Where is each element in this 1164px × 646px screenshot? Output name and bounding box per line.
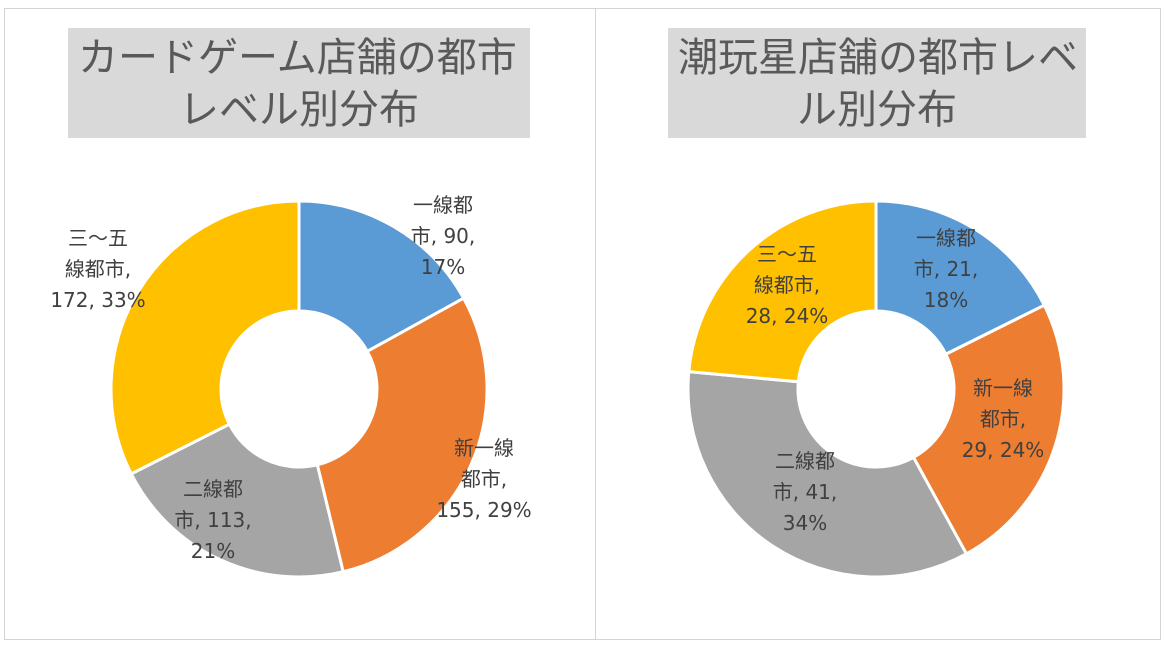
chart-title-card-game: カードゲーム店舗の都市 レベル別分布 [68, 28, 530, 138]
data-label-1-2: 二線都市, 41, 34% [773, 449, 838, 535]
data-label-line: 21% [191, 539, 235, 563]
donut-slice-0-3 [109, 199, 301, 476]
chart-title-line-2: レベル別分布 [179, 87, 419, 133]
data-label-line: 一線都 [413, 193, 473, 217]
data-label-line: 一線都 [916, 226, 976, 250]
data-label-line: 29, 24% [962, 438, 1045, 462]
donut-slice-1-2 [686, 370, 969, 579]
data-label-line: 28, 24% [746, 304, 829, 328]
data-label-line: 都市, [980, 407, 1026, 431]
data-label-line: 18% [924, 288, 968, 312]
data-label-0-3: 三～五線都市, 172, 33% [50, 226, 145, 312]
data-label-line: 34% [783, 511, 827, 535]
data-label-line: 新一線 [973, 376, 1033, 400]
data-label-0-0: 一線都市, 90, 17% [411, 193, 476, 279]
data-label-line: 市, 113, [174, 508, 251, 532]
donut-slice-0-1 [315, 296, 489, 574]
donut-slice-0-0 [297, 199, 466, 354]
donut-slice-1-3 [687, 199, 878, 384]
data-label-0-2: 二線都市, 113, 21% [174, 477, 251, 563]
donut-slice-0-2 [129, 422, 345, 579]
data-label-line: 172, 33% [50, 288, 145, 312]
data-label-1-0: 一線都市, 21, 18% [914, 226, 979, 312]
donut-slice-1-0 [874, 199, 1047, 357]
data-label-line: 市, 90, [411, 224, 476, 248]
chart-title-line-1: カードゲーム店舗の都市 [78, 35, 517, 81]
data-label-line: 17% [421, 255, 465, 279]
data-label-line: 線都市, [754, 273, 820, 297]
chart-title-line-1: 潮玩星店舗の都市レベ [678, 35, 1078, 81]
data-label-line: 市, 41, [773, 480, 838, 504]
data-label-line: 新一線 [454, 436, 514, 460]
data-label-line: 二線都 [183, 477, 243, 501]
data-label-line: 三～五 [757, 242, 817, 266]
data-label-0-1: 新一線都市, 155, 29% [436, 436, 531, 522]
data-label-1-3: 三～五線都市, 28, 24% [746, 242, 829, 328]
data-label-line: 市, 21, [914, 257, 979, 281]
data-label-line: 三～五 [68, 226, 128, 250]
donut-slice-1-1 [911, 303, 1066, 556]
chart-title-line-2: ル別分布 [797, 87, 957, 133]
data-label-line: 線都市, [65, 257, 131, 281]
data-label-line: 155, 29% [436, 498, 531, 522]
data-label-line: 都市, [461, 467, 507, 491]
data-label-line: 二線都 [775, 449, 835, 473]
chart-title-chaowanxing: 潮玩星店舗の都市レベ ル別分布 [668, 28, 1086, 138]
data-label-1-1: 新一線都市, 29, 24% [962, 376, 1045, 462]
